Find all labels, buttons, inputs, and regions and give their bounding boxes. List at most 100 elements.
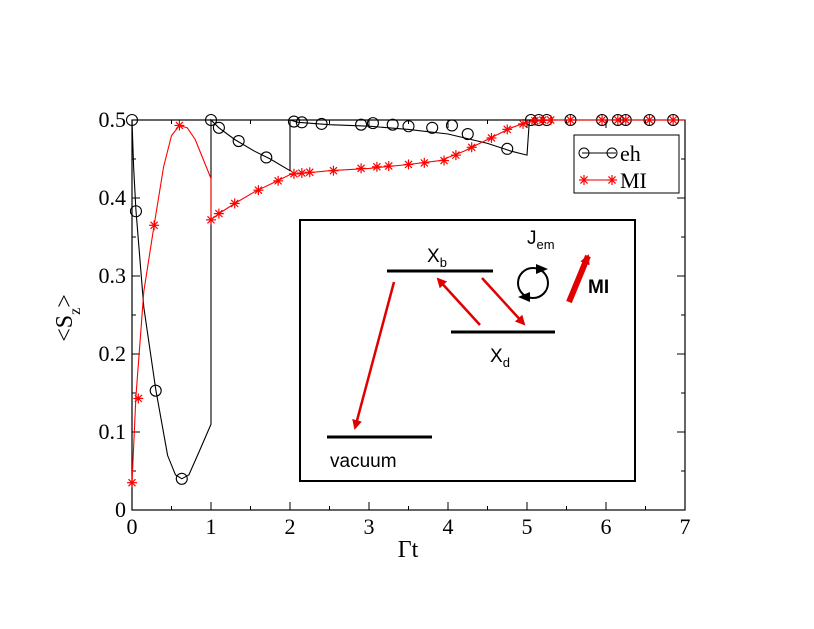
x-tick-label: 7 [680,514,691,539]
data-point-MI [644,115,655,125]
inset-box [299,219,636,482]
x-tick-label: 1 [206,514,217,539]
data-point-MI [486,132,497,143]
x-axis-title: Γt [398,537,419,563]
series-MI-line [131,119,685,483]
data-point-MI [304,167,315,178]
data-point-MI [356,163,367,174]
x-tick-label: 0 [127,514,138,539]
legend-mi-marker [607,175,617,185]
data-point-eh [315,117,328,130]
data-point-MI [502,124,513,135]
label-jem-main: J [527,228,537,249]
data-point-MI [668,115,679,125]
y-tick-label: 0.5 [99,107,127,132]
legend-mi-label: MI [620,168,647,193]
y-tick-label: 0.4 [99,185,127,210]
legend-mi-marker [579,175,589,185]
arrow-xd-to-xb [436,277,481,326]
label-xd-main: X [490,346,503,367]
data-point-MI [127,477,137,488]
label-xb-sub: b [440,255,447,270]
data-point-MI [545,115,556,125]
data-point-eh [366,117,380,130]
jem-arrowhead-top-icon [536,264,548,274]
data-point-MI [597,115,608,125]
arrow-mi [566,254,591,304]
data-point-eh [355,118,368,131]
data-point-MI [620,115,631,125]
data-point-eh [426,121,439,134]
data-point-MI [296,168,307,179]
data-point-MI [149,220,160,231]
x-axis-tick-labels: 0 1 2 3 4 5 6 7 [127,514,691,539]
y-axis-title-close: > [52,294,78,308]
y-tick-label: 0.1 [99,419,127,444]
series-mi [127,115,685,488]
data-point-MI [529,115,540,126]
x-tick-label: 4 [443,514,454,539]
label-xb: Xb [427,246,447,270]
y-axis-title-sub: z [67,308,84,315]
data-point-eh [232,135,245,148]
data-point-MI [518,118,529,129]
data-point-MI [403,159,414,170]
legend: eh MI [573,134,680,194]
x-tick-label: 3 [364,514,375,539]
y-axis-title: <Sz> [52,294,84,342]
data-point-eh [149,384,162,397]
x-tick-label: 5 [522,514,533,539]
label-xb-main: X [427,246,440,267]
inset-diagram: Xb Xd Jem vacuum MI [299,219,636,482]
data-point-eh [287,115,301,128]
data-point-eh [125,113,139,127]
x-tick-label: 2 [285,514,296,539]
label-mi: MI [588,277,609,298]
data-point-MI [213,208,224,219]
data-point-eh [295,116,308,129]
label-vacuum: vacuum [330,451,397,472]
data-point-MI [419,157,430,168]
label-xd-sub: d [503,355,510,370]
legend-eh-label: eh [620,141,641,166]
data-point-MI [450,150,461,161]
data-point-eh [260,151,273,164]
data-point-MI [439,155,450,166]
data-point-MI [466,142,477,153]
label-jem-sub: em [537,237,555,252]
data-point-eh [129,205,142,218]
y-tick-label: 0 [115,497,126,522]
data-point-MI [253,185,264,196]
data-point-MI [229,198,240,209]
legend-eh-marker-2 [606,147,618,159]
data-point-MI [206,214,216,225]
legend-box [573,134,680,194]
data-point-MI [371,161,382,172]
legend-mi-markers [579,175,617,185]
y-tick-label: 0.3 [99,263,127,288]
data-point-MI [133,393,144,404]
data-point-MI [174,120,185,131]
data-point-eh [445,119,459,132]
data-point-eh [175,472,188,485]
data-point-eh [204,113,218,127]
data-point-MI [273,175,284,186]
data-point-eh [501,142,514,155]
svg-text:<Sz>: <Sz> [52,294,84,342]
arrow-xb-to-xd [481,277,526,326]
y-axis-tick-labels: 0 0.1 0.2 0.3 0.4 0.5 [99,107,127,522]
jem-arrowhead-bottom-icon [518,292,530,302]
x-tick-label: 6 [601,514,612,539]
data-point-eh [402,120,415,133]
label-jem: Jem [527,228,555,252]
legend-eh-marker-1 [578,147,590,159]
data-point-MI [565,115,576,125]
jem-rotation-icon [517,267,549,299]
label-xd: Xd [490,346,510,370]
data-point-eh [386,118,399,131]
series-eh-line [131,118,685,480]
data-point-MI [383,161,394,172]
data-point-MI [288,168,299,179]
data-point-eh [461,127,474,141]
